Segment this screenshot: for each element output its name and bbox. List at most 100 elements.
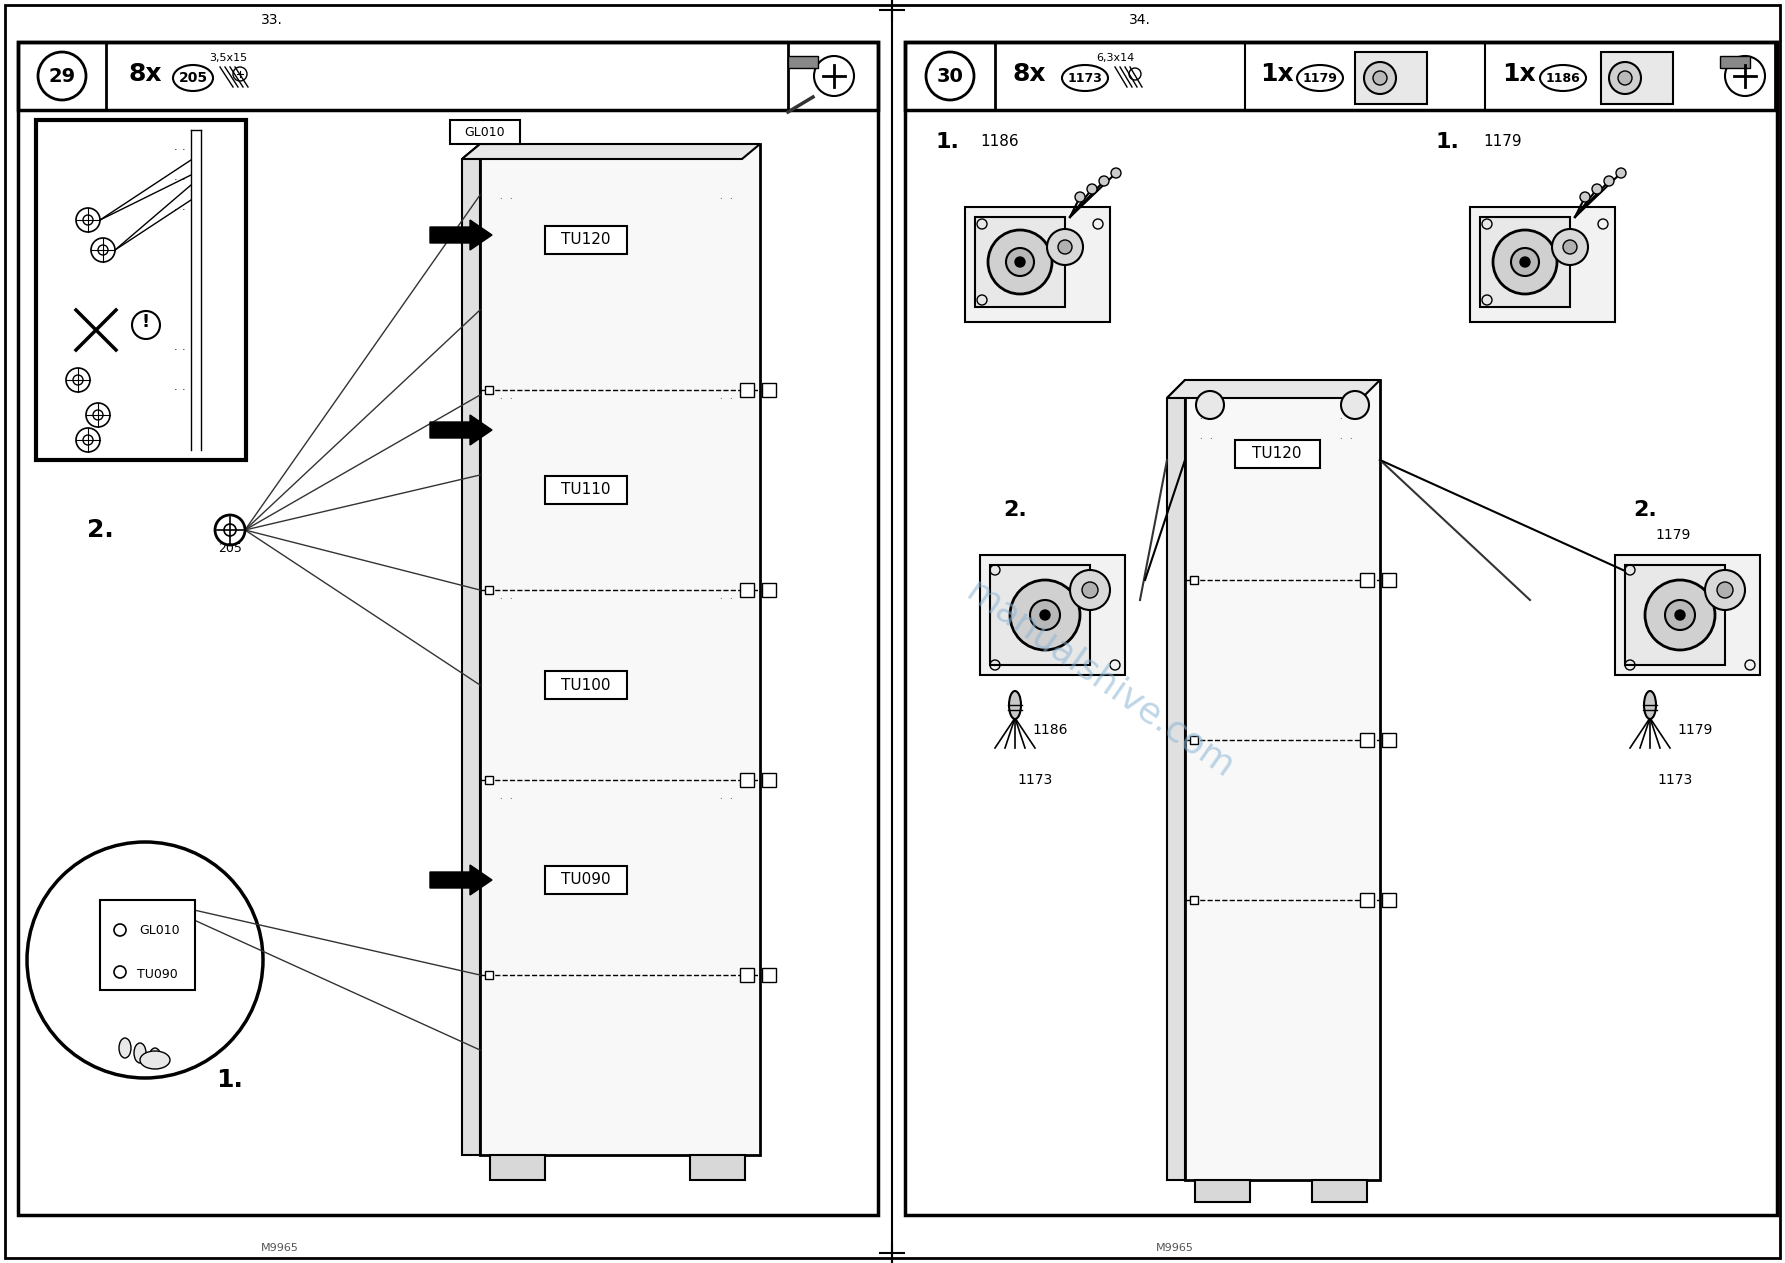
- Text: 1179: 1179: [1303, 72, 1337, 85]
- Text: TU120: TU120: [560, 232, 610, 248]
- Polygon shape: [462, 144, 480, 1154]
- Bar: [36, 120, 246, 460]
- Circle shape: [1364, 62, 1396, 93]
- Bar: [1480, 217, 1571, 307]
- Circle shape: [1069, 570, 1110, 610]
- Text: ·: ·: [1349, 416, 1351, 424]
- Text: 34.: 34.: [1130, 13, 1151, 27]
- Text: 1179: 1179: [1655, 528, 1690, 542]
- Text: 8x: 8x: [129, 62, 161, 86]
- Bar: [762, 967, 776, 983]
- Text: ·: ·: [719, 796, 721, 805]
- Ellipse shape: [1009, 691, 1021, 719]
- Text: ·: ·: [509, 796, 511, 805]
- Bar: [787, 56, 818, 68]
- Text: ·: ·: [182, 145, 186, 155]
- Text: GL010: GL010: [464, 125, 505, 139]
- Circle shape: [1605, 176, 1614, 186]
- Bar: [1191, 895, 1198, 904]
- Text: ·: ·: [728, 595, 732, 605]
- Text: 1186: 1186: [1032, 722, 1067, 738]
- Bar: [544, 476, 627, 504]
- Text: ·: ·: [175, 145, 178, 155]
- Bar: [1471, 207, 1615, 322]
- Bar: [18, 42, 878, 1215]
- Text: ·: ·: [182, 345, 186, 355]
- Text: ·: ·: [182, 205, 186, 215]
- Bar: [486, 586, 493, 594]
- Circle shape: [1041, 610, 1050, 620]
- Text: ·: ·: [728, 395, 732, 404]
- Circle shape: [1705, 570, 1746, 610]
- Text: ·: ·: [1339, 436, 1341, 445]
- Text: 1x: 1x: [1260, 62, 1294, 86]
- Text: 2.: 2.: [87, 518, 114, 542]
- Circle shape: [1016, 256, 1025, 266]
- Bar: [905, 42, 1778, 1215]
- Circle shape: [1592, 184, 1601, 195]
- Text: TU110: TU110: [560, 482, 610, 498]
- Text: 1x: 1x: [1501, 62, 1535, 86]
- Circle shape: [1665, 600, 1696, 630]
- Circle shape: [1551, 229, 1589, 265]
- Text: ·: ·: [1200, 416, 1201, 424]
- Circle shape: [1059, 240, 1073, 254]
- Text: ·: ·: [1200, 436, 1201, 445]
- Text: ·: ·: [175, 385, 178, 395]
- Circle shape: [1617, 71, 1631, 85]
- Bar: [741, 383, 753, 397]
- Text: ·: ·: [175, 345, 178, 355]
- Text: 1179: 1179: [1678, 722, 1712, 738]
- Text: 1186: 1186: [1546, 72, 1580, 85]
- Circle shape: [1510, 248, 1539, 277]
- Text: TU100: TU100: [560, 677, 610, 692]
- Text: ·: ·: [719, 395, 721, 404]
- FancyArrow shape: [430, 416, 493, 445]
- Text: ·: ·: [182, 176, 186, 184]
- Bar: [1624, 565, 1724, 666]
- Text: 30: 30: [937, 67, 964, 86]
- Ellipse shape: [148, 1048, 161, 1068]
- Text: ·: ·: [498, 796, 502, 805]
- Text: 1186: 1186: [980, 134, 1019, 149]
- Text: ·: ·: [175, 176, 178, 184]
- Circle shape: [1674, 610, 1685, 620]
- Text: 33.: 33.: [261, 13, 284, 27]
- Text: ·: ·: [728, 796, 732, 805]
- Text: 1173: 1173: [1017, 773, 1053, 787]
- Text: ·: ·: [1349, 436, 1351, 445]
- Text: ·: ·: [1339, 395, 1341, 404]
- FancyArrow shape: [430, 220, 493, 250]
- Bar: [741, 584, 753, 597]
- Circle shape: [1492, 230, 1557, 294]
- Bar: [1185, 380, 1380, 1180]
- Bar: [762, 584, 776, 597]
- Text: 2.: 2.: [1633, 500, 1656, 520]
- Polygon shape: [1167, 380, 1380, 398]
- Bar: [1191, 576, 1198, 584]
- Ellipse shape: [1644, 691, 1656, 719]
- Text: ·: ·: [498, 196, 502, 205]
- Bar: [691, 1154, 744, 1180]
- Bar: [741, 967, 753, 983]
- Circle shape: [1196, 392, 1225, 419]
- Bar: [1191, 736, 1198, 744]
- Bar: [100, 901, 195, 990]
- Text: ·: ·: [1208, 436, 1212, 445]
- Ellipse shape: [120, 1038, 130, 1058]
- Bar: [1312, 1180, 1367, 1202]
- Circle shape: [1580, 192, 1590, 202]
- Text: ·: ·: [175, 205, 178, 215]
- Circle shape: [1608, 62, 1640, 93]
- Bar: [1382, 893, 1396, 907]
- Bar: [1601, 52, 1673, 104]
- Text: ·: ·: [509, 395, 511, 404]
- Bar: [762, 773, 776, 787]
- Text: 1.: 1.: [935, 133, 959, 152]
- Text: ·: ·: [1208, 416, 1212, 424]
- Circle shape: [1564, 240, 1576, 254]
- Text: ·: ·: [719, 196, 721, 205]
- Polygon shape: [462, 144, 760, 159]
- Text: ·: ·: [182, 385, 186, 395]
- Bar: [1355, 52, 1426, 104]
